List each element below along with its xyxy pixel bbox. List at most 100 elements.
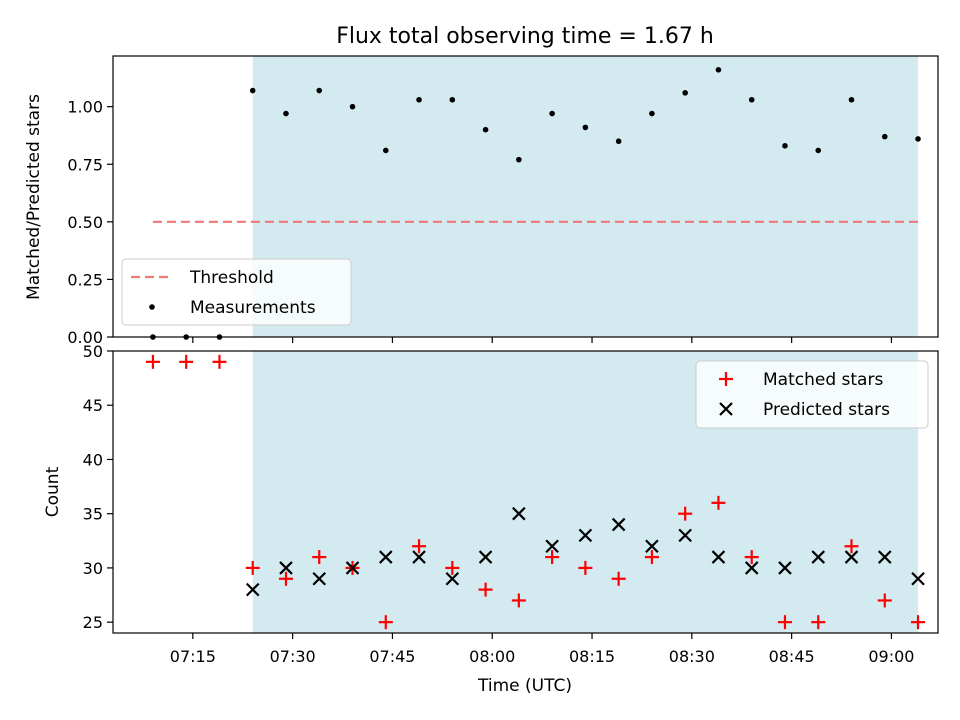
predicted-star-point bbox=[911, 571, 925, 586]
predicted-star-point bbox=[379, 550, 393, 564]
matched-star-point bbox=[145, 354, 160, 369]
x-stroke-b bbox=[578, 528, 593, 543]
predicted-star-point bbox=[645, 539, 659, 554]
matched-star-point bbox=[278, 571, 293, 586]
x-stroke-b bbox=[445, 571, 460, 586]
bottom-panel: 25 30 35 40 45 50 07:15 07:30 07:45 08:00 08:15 08… bbox=[43, 342, 939, 696]
legend-measurements-swatch bbox=[149, 304, 155, 310]
matched-star-point bbox=[711, 495, 726, 510]
x-tick-label: 08:30 bbox=[669, 647, 715, 666]
y-tick-label: 1.00 bbox=[67, 98, 103, 117]
measurement-point bbox=[382, 147, 389, 154]
top-panel: Flux total observing time = 1.67 h 0.000… bbox=[24, 24, 939, 347]
predicted-star-point bbox=[245, 582, 260, 597]
predicted-star-point bbox=[711, 550, 726, 564]
top-axes-frame bbox=[112, 55, 939, 338]
legend-threshold-label: Threshold bbox=[189, 268, 274, 288]
measurement-point bbox=[915, 136, 921, 142]
predicted-star-point bbox=[744, 561, 759, 575]
predicted-star-point bbox=[478, 550, 493, 564]
x-stroke-b bbox=[512, 506, 526, 521]
matched-star-point bbox=[911, 615, 926, 630]
bottom-legend: Matched stars Predicted stars bbox=[695, 360, 929, 429]
matched-star-point bbox=[245, 560, 260, 575]
y-tick-label: 0.25 bbox=[67, 270, 103, 289]
bottom-legend-box bbox=[695, 360, 929, 429]
x-stroke-b bbox=[345, 561, 360, 575]
top-y-ticks: 0.00 0.25 0.50 0.75 1.00 bbox=[67, 98, 113, 347]
predicted-star-point bbox=[678, 528, 692, 543]
matched-star-point bbox=[212, 354, 227, 369]
matched-star-point bbox=[478, 582, 493, 597]
matched-stars-points bbox=[145, 354, 926, 630]
predicted-star-point bbox=[279, 561, 293, 575]
x-stroke-b bbox=[478, 550, 493, 564]
x-stroke-b bbox=[778, 561, 792, 575]
measurement-point bbox=[815, 147, 822, 154]
x-tick-label: 08:00 bbox=[469, 647, 515, 666]
x-stroke-b bbox=[412, 550, 426, 564]
x-stroke-b bbox=[911, 571, 925, 586]
measurement-point bbox=[516, 156, 522, 163]
x-stroke-b bbox=[744, 561, 759, 575]
y-tick-label: 25 bbox=[83, 613, 103, 632]
x-tick-label: 09:00 bbox=[868, 647, 914, 666]
measurement-point bbox=[848, 96, 855, 103]
x-tick-label: 07:30 bbox=[270, 647, 316, 666]
matched-star-point bbox=[844, 539, 859, 554]
measurement-point bbox=[482, 126, 489, 133]
bottom-x-axis-label: Time (UTC) bbox=[477, 676, 572, 696]
legend-matched-label: Matched stars bbox=[763, 370, 883, 390]
x-stroke-b bbox=[811, 550, 826, 564]
predicted-star-point bbox=[512, 506, 526, 521]
x-stroke-b bbox=[844, 550, 859, 564]
x-stroke-b bbox=[877, 550, 892, 564]
x-stroke-b bbox=[312, 571, 327, 586]
predicted-star-point bbox=[877, 550, 892, 564]
matched-star-point bbox=[312, 550, 327, 565]
legend-predicted-swatch bbox=[719, 402, 733, 416]
y-tick-label: 0.50 bbox=[67, 213, 103, 232]
measurement-point bbox=[249, 87, 256, 94]
predicted-star-point bbox=[312, 571, 327, 586]
matched-star-point bbox=[644, 550, 659, 565]
bottom-x-ticks: 07:15 07:30 07:45 08:00 08:15 08:30 08:45 09:00 bbox=[170, 633, 914, 666]
measurement-point bbox=[283, 110, 289, 117]
matched-star-point bbox=[445, 560, 460, 575]
x-stroke-b bbox=[611, 517, 626, 532]
y-tick-label: 35 bbox=[83, 505, 103, 524]
y-tick-label: 50 bbox=[83, 342, 103, 361]
matched-star-point bbox=[777, 615, 792, 630]
bottom-y-ticks: 25 30 35 40 45 50 bbox=[83, 342, 113, 632]
measurement-point bbox=[582, 124, 589, 131]
measurement-point bbox=[416, 96, 422, 103]
x-stroke-b bbox=[379, 550, 393, 564]
top-y-axis-label: Matched/Predicted stars bbox=[24, 94, 44, 300]
bottom-axes-frame bbox=[112, 350, 939, 634]
predicted-star-point bbox=[778, 561, 792, 575]
measurement-point bbox=[715, 67, 722, 73]
measurement-point bbox=[881, 133, 888, 140]
bottom-y-axis-label: Count bbox=[43, 466, 63, 517]
predicted-star-point bbox=[811, 550, 826, 564]
predicted-stars-points bbox=[245, 506, 925, 597]
predicted-star-point bbox=[611, 517, 626, 532]
measurement-point bbox=[782, 143, 788, 149]
matched-star-point bbox=[744, 550, 759, 565]
predicted-star-point bbox=[578, 528, 593, 543]
matched-star-point bbox=[678, 506, 693, 521]
x-stroke-b bbox=[645, 539, 659, 554]
top-x-ticks bbox=[192, 337, 893, 343]
y-tick-label: 45 bbox=[83, 396, 103, 415]
x-stroke-b bbox=[711, 550, 726, 564]
measurement-point bbox=[615, 138, 622, 145]
y-tick-label: 0.75 bbox=[67, 155, 103, 174]
legend-predicted-label: Predicted stars bbox=[763, 400, 890, 420]
matched-star-point bbox=[877, 593, 892, 608]
matched-star-point bbox=[412, 539, 427, 554]
matched-star-point bbox=[179, 354, 194, 369]
matched-star-point bbox=[545, 550, 560, 565]
matched-star-point bbox=[378, 615, 393, 630]
measurement-point bbox=[349, 103, 356, 110]
